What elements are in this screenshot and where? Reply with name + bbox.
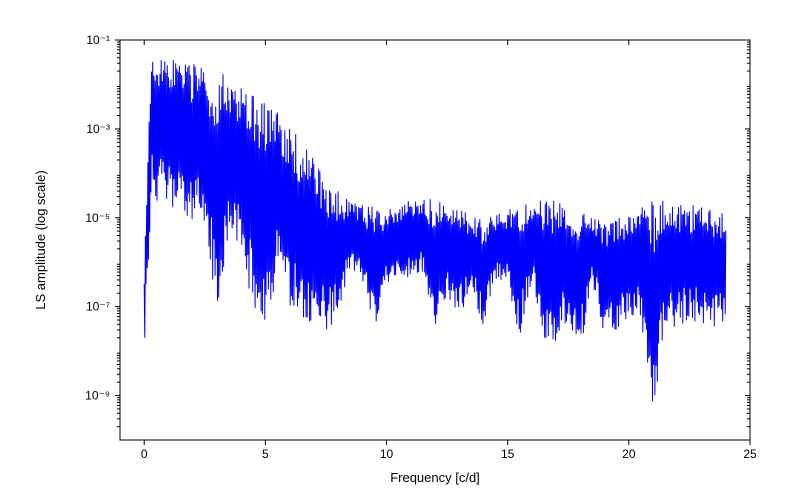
x-tick-label: 10 bbox=[380, 447, 394, 461]
periodogram-line bbox=[144, 60, 726, 401]
y-tick-label: 10⁻⁵ bbox=[85, 211, 110, 225]
chart-svg: 0 5 10 15 20 25 10⁻⁹ 10⁻⁷ 10⁻⁵ 10⁻³ 10⁻¹ Frequency … bbox=[0, 0, 800, 500]
y-axis-label: LS amplitude (log scale) bbox=[33, 170, 48, 309]
y-tick-label: 10⁻⁷ bbox=[86, 300, 110, 314]
x-tick-label: 0 bbox=[141, 447, 148, 461]
x-tick-label: 25 bbox=[743, 447, 757, 461]
x-tick-label: 5 bbox=[262, 447, 269, 461]
x-axis-label: Frequency [c/d] bbox=[390, 470, 480, 485]
x-tick-label: 20 bbox=[622, 447, 636, 461]
y-tick-label: 10⁻⁹ bbox=[85, 389, 110, 403]
x-tick-label: 15 bbox=[501, 447, 515, 461]
y-tick-label: 10⁻¹ bbox=[86, 33, 110, 47]
periodogram-chart: 0 5 10 15 20 25 10⁻⁹ 10⁻⁷ 10⁻⁵ 10⁻³ 10⁻¹ Frequency … bbox=[0, 0, 800, 500]
y-tick-label: 10⁻³ bbox=[86, 122, 110, 136]
